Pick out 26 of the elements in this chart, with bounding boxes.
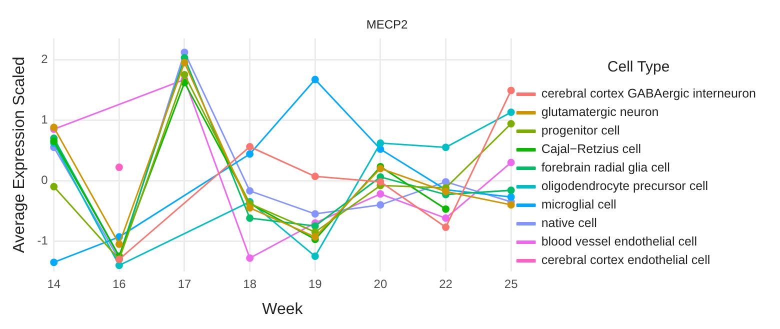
y-tick-label: -1 [37,233,48,248]
x-tick-label: 19 [308,276,322,291]
legend-label: native cell [541,216,597,230]
x-tick-label: 14 [47,276,61,291]
x-tick-label: 17 [178,276,192,291]
y-tick-label: 0 [41,172,48,187]
x-tick-label: 20 [374,276,388,291]
x-tick-label: 25 [504,276,518,291]
y-tick-label: 1 [41,112,48,126]
x-axis-title: Week [262,300,304,318]
legend-title: Cell Type [607,58,670,76]
legend-label: progenitor cell [541,124,620,138]
x-tick-label: 16 [112,276,126,291]
legend-label: cerebral cortex endothelial cell [541,253,710,268]
x-tick-label: 22 [439,276,453,291]
legend-label: Cajal−Retzius cell [541,142,642,156]
legend-label: forebrain radial glia cell [541,160,670,175]
legend-label: cerebral cortex GABAergic interneuron [541,86,756,101]
legend-label: glutamatergic neuron [541,105,659,120]
y-axis-title: Average Expression Scaled [11,56,28,254]
y-tick-label: 2 [41,52,48,66]
chart-title: MECP2 [366,18,408,32]
legend-label: blood vessel endothelial cell [541,234,697,249]
legend-label: oligodendrocyte precursor cell [541,179,708,194]
x-tick-label: 18 [243,276,257,291]
legend-label: microglial cell [541,198,616,212]
